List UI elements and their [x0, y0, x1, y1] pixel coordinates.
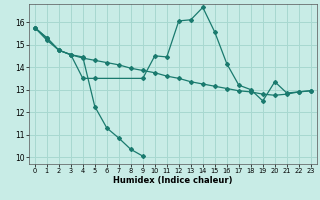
X-axis label: Humidex (Indice chaleur): Humidex (Indice chaleur): [113, 176, 233, 185]
